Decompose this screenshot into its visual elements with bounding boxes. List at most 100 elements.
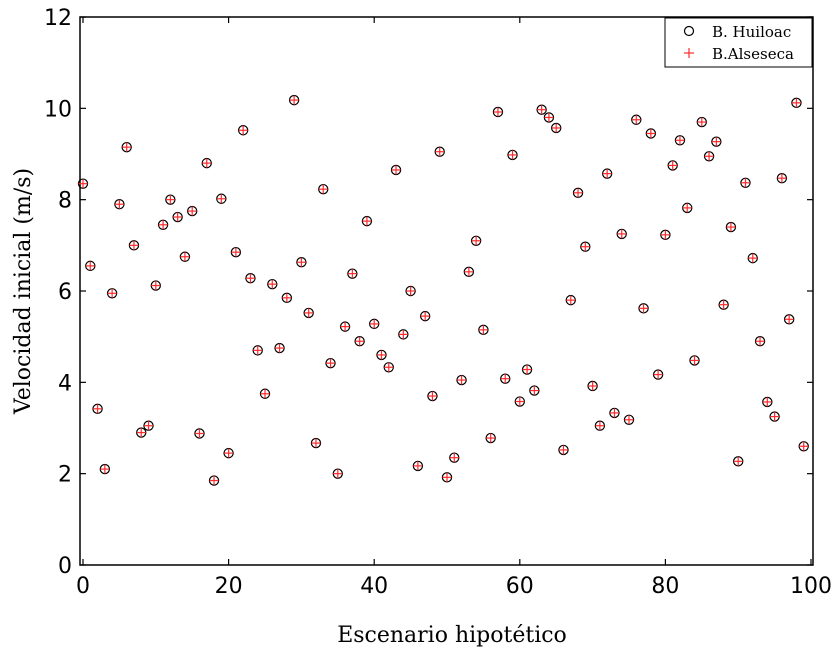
point-alseseca	[529, 386, 539, 396]
x-tick-label: 20	[215, 574, 243, 599]
point-alseseca	[202, 158, 212, 168]
point-huiloac	[747, 252, 758, 264]
point-alseseca	[369, 319, 379, 329]
point-huiloac	[332, 468, 343, 479]
point-huiloac	[143, 420, 154, 431]
point-huiloac	[783, 314, 795, 325]
point-alseseca	[340, 322, 350, 332]
x-tick-label: 0	[76, 574, 90, 599]
y-tick-label: 0	[58, 554, 72, 579]
point-huiloac	[492, 106, 504, 118]
point-alseseca	[165, 195, 175, 205]
point-alseseca	[209, 476, 219, 486]
point-huiloac	[609, 407, 620, 419]
point-alseseca	[107, 288, 117, 298]
point-huiloac	[769, 411, 780, 422]
y-tick-label: 8	[58, 189, 72, 214]
point-alseseca	[770, 412, 780, 422]
point-huiloac	[201, 157, 212, 169]
point-alseseca	[158, 220, 168, 230]
point-alseseca	[588, 381, 598, 391]
point-huiloac	[325, 357, 336, 369]
point-alseseca	[173, 212, 183, 222]
point-alseseca	[100, 464, 110, 474]
point-huiloac	[165, 194, 176, 205]
point-alseseca	[697, 117, 707, 127]
point-alseseca	[296, 257, 306, 267]
point-huiloac	[733, 456, 744, 467]
point-huiloac	[470, 235, 482, 246]
point-huiloac	[703, 151, 715, 162]
point-huiloac	[507, 149, 518, 161]
point-alseseca	[755, 336, 765, 346]
point-alseseca	[260, 389, 270, 399]
point-alseseca	[500, 374, 510, 384]
point-huiloac	[660, 229, 671, 241]
point-huiloac	[230, 246, 242, 258]
tick-labels: 0 20 40 60 80 100 0 2 4 6 8 10 12	[44, 6, 831, 599]
point-huiloac	[543, 112, 555, 123]
point-huiloac	[114, 199, 125, 210]
point-huiloac	[434, 146, 445, 157]
point-alseseca	[347, 269, 357, 279]
point-alseseca	[326, 358, 336, 368]
point-huiloac	[427, 390, 438, 402]
point-alseseca	[231, 247, 241, 257]
point-huiloac	[252, 345, 263, 356]
point-huiloac	[237, 125, 249, 136]
point-huiloac	[106, 288, 118, 299]
point-huiloac	[616, 228, 627, 240]
point-alseseca	[733, 456, 743, 466]
plot-area	[79, 16, 814, 566]
y-axis-label: Velocidad inicial (m/s)	[11, 168, 36, 415]
point-alseseca	[180, 252, 190, 262]
point-huiloac	[136, 427, 147, 438]
point-alseseca	[624, 415, 634, 425]
point-huiloac	[638, 303, 649, 314]
point-alseseca	[653, 370, 663, 380]
point-huiloac	[696, 116, 708, 128]
point-alseseca	[122, 142, 132, 152]
point-huiloac	[318, 183, 329, 195]
point-huiloac	[631, 114, 642, 125]
point-huiloac	[594, 420, 606, 431]
point-alseseca	[573, 188, 583, 198]
point-huiloac	[725, 221, 737, 233]
y-tick-label: 12	[44, 6, 72, 31]
point-alseseca	[522, 365, 532, 375]
point-alseseca	[238, 125, 248, 135]
point-alseseca	[391, 165, 401, 175]
point-huiloac	[711, 136, 722, 147]
point-huiloac	[587, 380, 598, 392]
point-alseseca	[748, 253, 758, 263]
point-huiloac	[383, 362, 394, 373]
point-alseseca	[362, 216, 372, 226]
point-huiloac	[274, 342, 285, 354]
point-huiloac	[485, 432, 496, 444]
point-alseseca	[660, 230, 670, 240]
point-alseseca	[267, 279, 277, 289]
x-axis-label: Escenario hipotético	[337, 623, 567, 648]
legend: B. Huiloac B.Alseseca	[664, 17, 813, 68]
point-huiloac	[296, 257, 307, 268]
point-huiloac	[718, 299, 729, 310]
point-alseseca	[646, 128, 656, 138]
point-alseseca	[318, 184, 328, 194]
point-huiloac	[179, 251, 191, 262]
x-tick-label: 80	[651, 574, 679, 599]
point-alseseca	[580, 242, 590, 252]
point-huiloac	[478, 324, 489, 336]
point-alseseca	[777, 173, 787, 183]
point-alseseca	[93, 404, 103, 414]
point-alseseca	[515, 397, 525, 407]
point-alseseca	[544, 112, 554, 122]
point-alseseca	[427, 391, 437, 401]
point-alseseca	[726, 222, 736, 232]
point-alseseca	[187, 206, 197, 216]
point-huiloac	[172, 211, 183, 223]
point-alseseca	[457, 375, 467, 385]
point-huiloac	[551, 122, 562, 134]
point-alseseca	[602, 169, 612, 179]
point-alseseca	[493, 107, 503, 117]
point-huiloac	[208, 475, 220, 486]
